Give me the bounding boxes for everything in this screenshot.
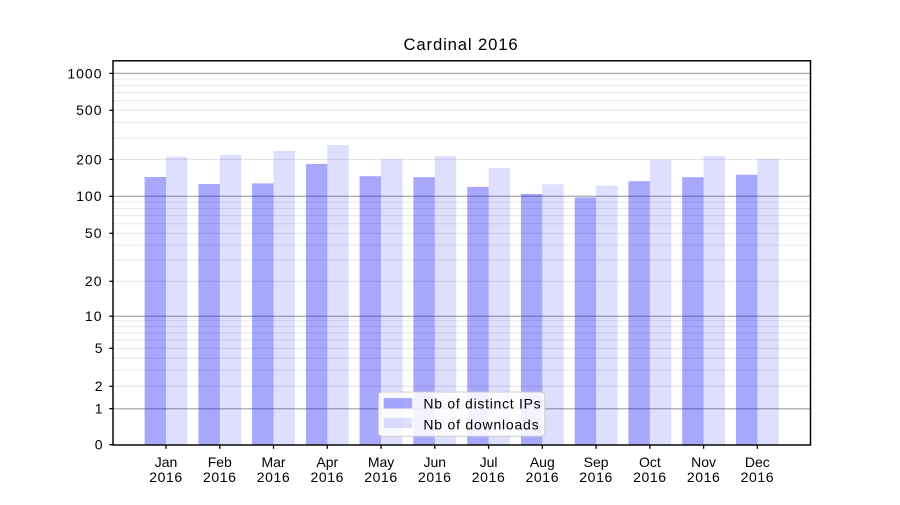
svg-text:Nb of distinct IPs: Nb of distinct IPs bbox=[423, 396, 541, 412]
svg-text:2016: 2016 bbox=[418, 469, 452, 485]
svg-text:2: 2 bbox=[95, 378, 103, 394]
svg-text:Jun: Jun bbox=[424, 454, 447, 470]
svg-text:Jan: Jan bbox=[155, 454, 178, 470]
svg-text:2016: 2016 bbox=[687, 469, 721, 485]
svg-text:200: 200 bbox=[76, 151, 102, 167]
svg-text:2016: 2016 bbox=[149, 469, 183, 485]
svg-text:100: 100 bbox=[76, 188, 102, 204]
svg-text:1000: 1000 bbox=[67, 65, 102, 81]
svg-text:Aug: Aug bbox=[530, 454, 555, 470]
svg-text:2016: 2016 bbox=[203, 469, 237, 485]
svg-text:0: 0 bbox=[95, 437, 103, 453]
svg-text:May: May bbox=[368, 454, 394, 470]
svg-text:2016: 2016 bbox=[472, 469, 506, 485]
svg-text:Jul: Jul bbox=[480, 454, 498, 470]
svg-text:2016: 2016 bbox=[741, 469, 775, 485]
svg-text:2016: 2016 bbox=[526, 469, 560, 485]
svg-text:Feb: Feb bbox=[208, 454, 232, 470]
svg-text:5: 5 bbox=[95, 340, 103, 356]
svg-text:10: 10 bbox=[85, 308, 103, 324]
svg-text:Apr: Apr bbox=[316, 454, 338, 470]
svg-text:Mar: Mar bbox=[261, 454, 285, 470]
svg-text:Nb of downloads: Nb of downloads bbox=[423, 416, 539, 432]
svg-text:2016: 2016 bbox=[364, 469, 398, 485]
svg-text:2016: 2016 bbox=[633, 469, 667, 485]
svg-text:Oct: Oct bbox=[639, 454, 661, 470]
svg-text:20: 20 bbox=[85, 273, 103, 289]
svg-text:2016: 2016 bbox=[579, 469, 613, 485]
svg-text:Nov: Nov bbox=[691, 454, 716, 470]
svg-text:Sep: Sep bbox=[584, 454, 609, 470]
svg-text:Cardinal 2016: Cardinal 2016 bbox=[404, 35, 519, 54]
svg-text:1: 1 bbox=[95, 401, 103, 417]
svg-text:2016: 2016 bbox=[257, 469, 291, 485]
svg-text:500: 500 bbox=[76, 102, 102, 118]
svg-text:2016: 2016 bbox=[311, 469, 345, 485]
svg-text:50: 50 bbox=[85, 225, 103, 241]
svg-text:Dec: Dec bbox=[745, 454, 770, 470]
